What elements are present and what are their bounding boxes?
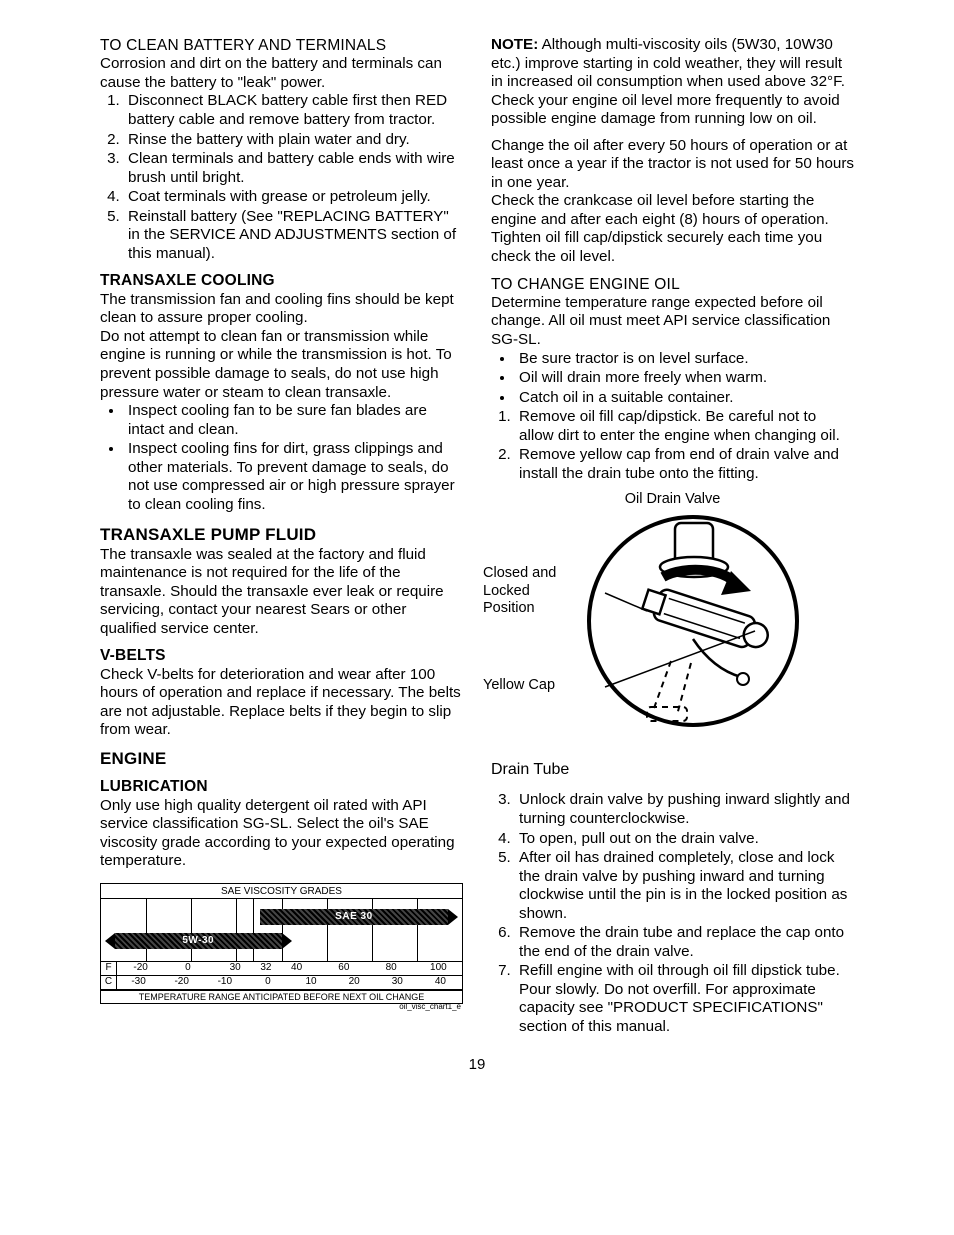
transaxle-pump-heading: TRANSAXLE PUMP FLUID [100, 524, 463, 545]
oil-check-instruction: Check the crankcase oil level before sta… [491, 192, 854, 266]
list-item: Reinstall battery (See "REPLACING BATTER… [124, 208, 463, 264]
list-item: Inspect cooling fins for dirt, grass cli… [124, 440, 463, 514]
celsius-axis: C -30 -20 -10 0 10 20 30 40 [101, 976, 462, 990]
clean-battery-steps: Disconnect BLACK battery cable first the… [100, 92, 463, 263]
engine-heading: ENGINE [100, 748, 463, 769]
vbelts-para: Check V-belts for deterioration and wear… [100, 666, 463, 740]
clean-battery-section: TO CLEAN BATTERY AND TERMINALS Corrosion… [100, 36, 463, 263]
viscosity-chart-footer: TEMPERATURE RANGE ANTICIPATED BEFORE NEX… [101, 990, 462, 1003]
oil-drain-valve-svg [543, 511, 803, 741]
list-item: Remove yellow cap from end of drain valv… [515, 446, 854, 483]
list-item: Inspect cooling fan to be sure fan blade… [124, 402, 463, 439]
list-item: Catch oil in a suitable container. [515, 389, 854, 408]
change-oil-steps-b: Unlock drain valve by pushing inward sli… [491, 791, 854, 1036]
5w30-bar: 5W-30 [115, 933, 282, 949]
list-item: Coat terminals with grease or petroleum … [124, 188, 463, 207]
list-item: Rinse the battery with plain water and d… [124, 131, 463, 150]
transaxle-cooling-section: TRANSAXLE COOLING The transmission fan a… [100, 271, 463, 514]
oil-change-interval: Change the oil after every 50 hours of o… [491, 137, 854, 193]
list-item: Unlock drain valve by pushing inward sli… [515, 791, 854, 828]
viscosity-chart-id: oil_visc_chart1_e [100, 1002, 463, 1011]
list-item: To open, pull out on the drain valve. [515, 830, 854, 849]
lubrication-section: LUBRICATION Only use high quality deterg… [100, 777, 463, 871]
vbelts-section: V-BELTS Check V-belts for deterioration … [100, 646, 463, 740]
list-item: Refill engine with oil through oil fill … [515, 962, 854, 1036]
list-item: Remove the drain tube and replace the ca… [515, 924, 854, 961]
list-item: Clean terminals and battery cable ends w… [124, 150, 463, 187]
page: TO CLEAN BATTERY AND TERMINALS Corrosion… [100, 36, 854, 1038]
viscosity-chart-title: SAE VISCOSITY GRADES [101, 884, 462, 898]
transaxle-cooling-bullets: Inspect cooling fan to be sure fan blade… [100, 402, 463, 514]
note-text: Although multi-viscosity oils (5W30, 10W… [491, 36, 845, 127]
clean-battery-intro: Corrosion and dirt on the battery and te… [100, 55, 463, 92]
fahrenheit-axis: F -20 0 30 32 40 60 80 100 [101, 962, 462, 976]
list-item: Remove oil fill cap/dipstick. Be careful… [515, 408, 854, 445]
yellow-cap-label: Yellow Cap [483, 677, 555, 694]
clean-battery-heading: TO CLEAN BATTERY AND TERMINALS [100, 37, 386, 54]
sae30-bar: SAE 30 [260, 909, 448, 925]
page-number: 19 [100, 1056, 854, 1073]
change-oil-heading: TO CHANGE ENGINE OIL [491, 275, 854, 294]
transaxle-pump-para: The transaxle was sealed at the factory … [100, 546, 463, 639]
list-item: Be sure tractor is on level surface. [515, 350, 854, 369]
transaxle-pump-section: TRANSAXLE PUMP FLUID The transaxle was s… [100, 524, 463, 638]
transaxle-cooling-heading: TRANSAXLE COOLING [100, 271, 463, 290]
list-item: After oil has drained completely, close … [515, 849, 854, 923]
change-oil-section: TO CHANGE ENGINE OIL Determine temperatu… [491, 275, 854, 484]
list-item: Oil will drain more freely when warm. [515, 369, 854, 388]
change-oil-intro: Determine temperature range expected bef… [491, 294, 854, 350]
viscosity-chart-grid: SAE 30 5W-30 [101, 898, 462, 962]
drain-tube-label: Drain Tube [491, 761, 854, 779]
vbelts-heading: V-BELTS [100, 646, 463, 665]
left-column: TO CLEAN BATTERY AND TERMINALS Corrosion… [100, 36, 463, 1038]
right-column: NOTE: Although multi-viscosity oils (5W3… [491, 36, 854, 1038]
oil-drain-diagram: Oil Drain Valve [491, 491, 854, 779]
list-item: Disconnect BLACK battery cable first the… [124, 92, 463, 129]
engine-section: ENGINE [100, 748, 463, 769]
diagram-title: Oil Drain Valve [491, 491, 854, 507]
lubrication-para: Only use high quality detergent oil rate… [100, 797, 463, 871]
oil-note: NOTE: Although multi-viscosity oils (5W3… [491, 36, 854, 129]
transaxle-cooling-para1: The transmission fan and cooling fins sh… [100, 291, 463, 328]
transaxle-cooling-para2: Do not attempt to clean fan or transmiss… [100, 328, 463, 402]
viscosity-chart: SAE VISCOSITY GRADES SAE 30 5W-30 F -20 … [100, 883, 463, 1004]
closed-locked-label: Closed and Locked Position [483, 565, 563, 617]
change-oil-bullets: Be sure tractor is on level surface. Oil… [491, 350, 854, 408]
note-label: NOTE: [491, 36, 538, 53]
lubrication-heading: LUBRICATION [100, 777, 463, 796]
change-oil-steps-a: Remove oil fill cap/dipstick. Be careful… [491, 408, 854, 483]
